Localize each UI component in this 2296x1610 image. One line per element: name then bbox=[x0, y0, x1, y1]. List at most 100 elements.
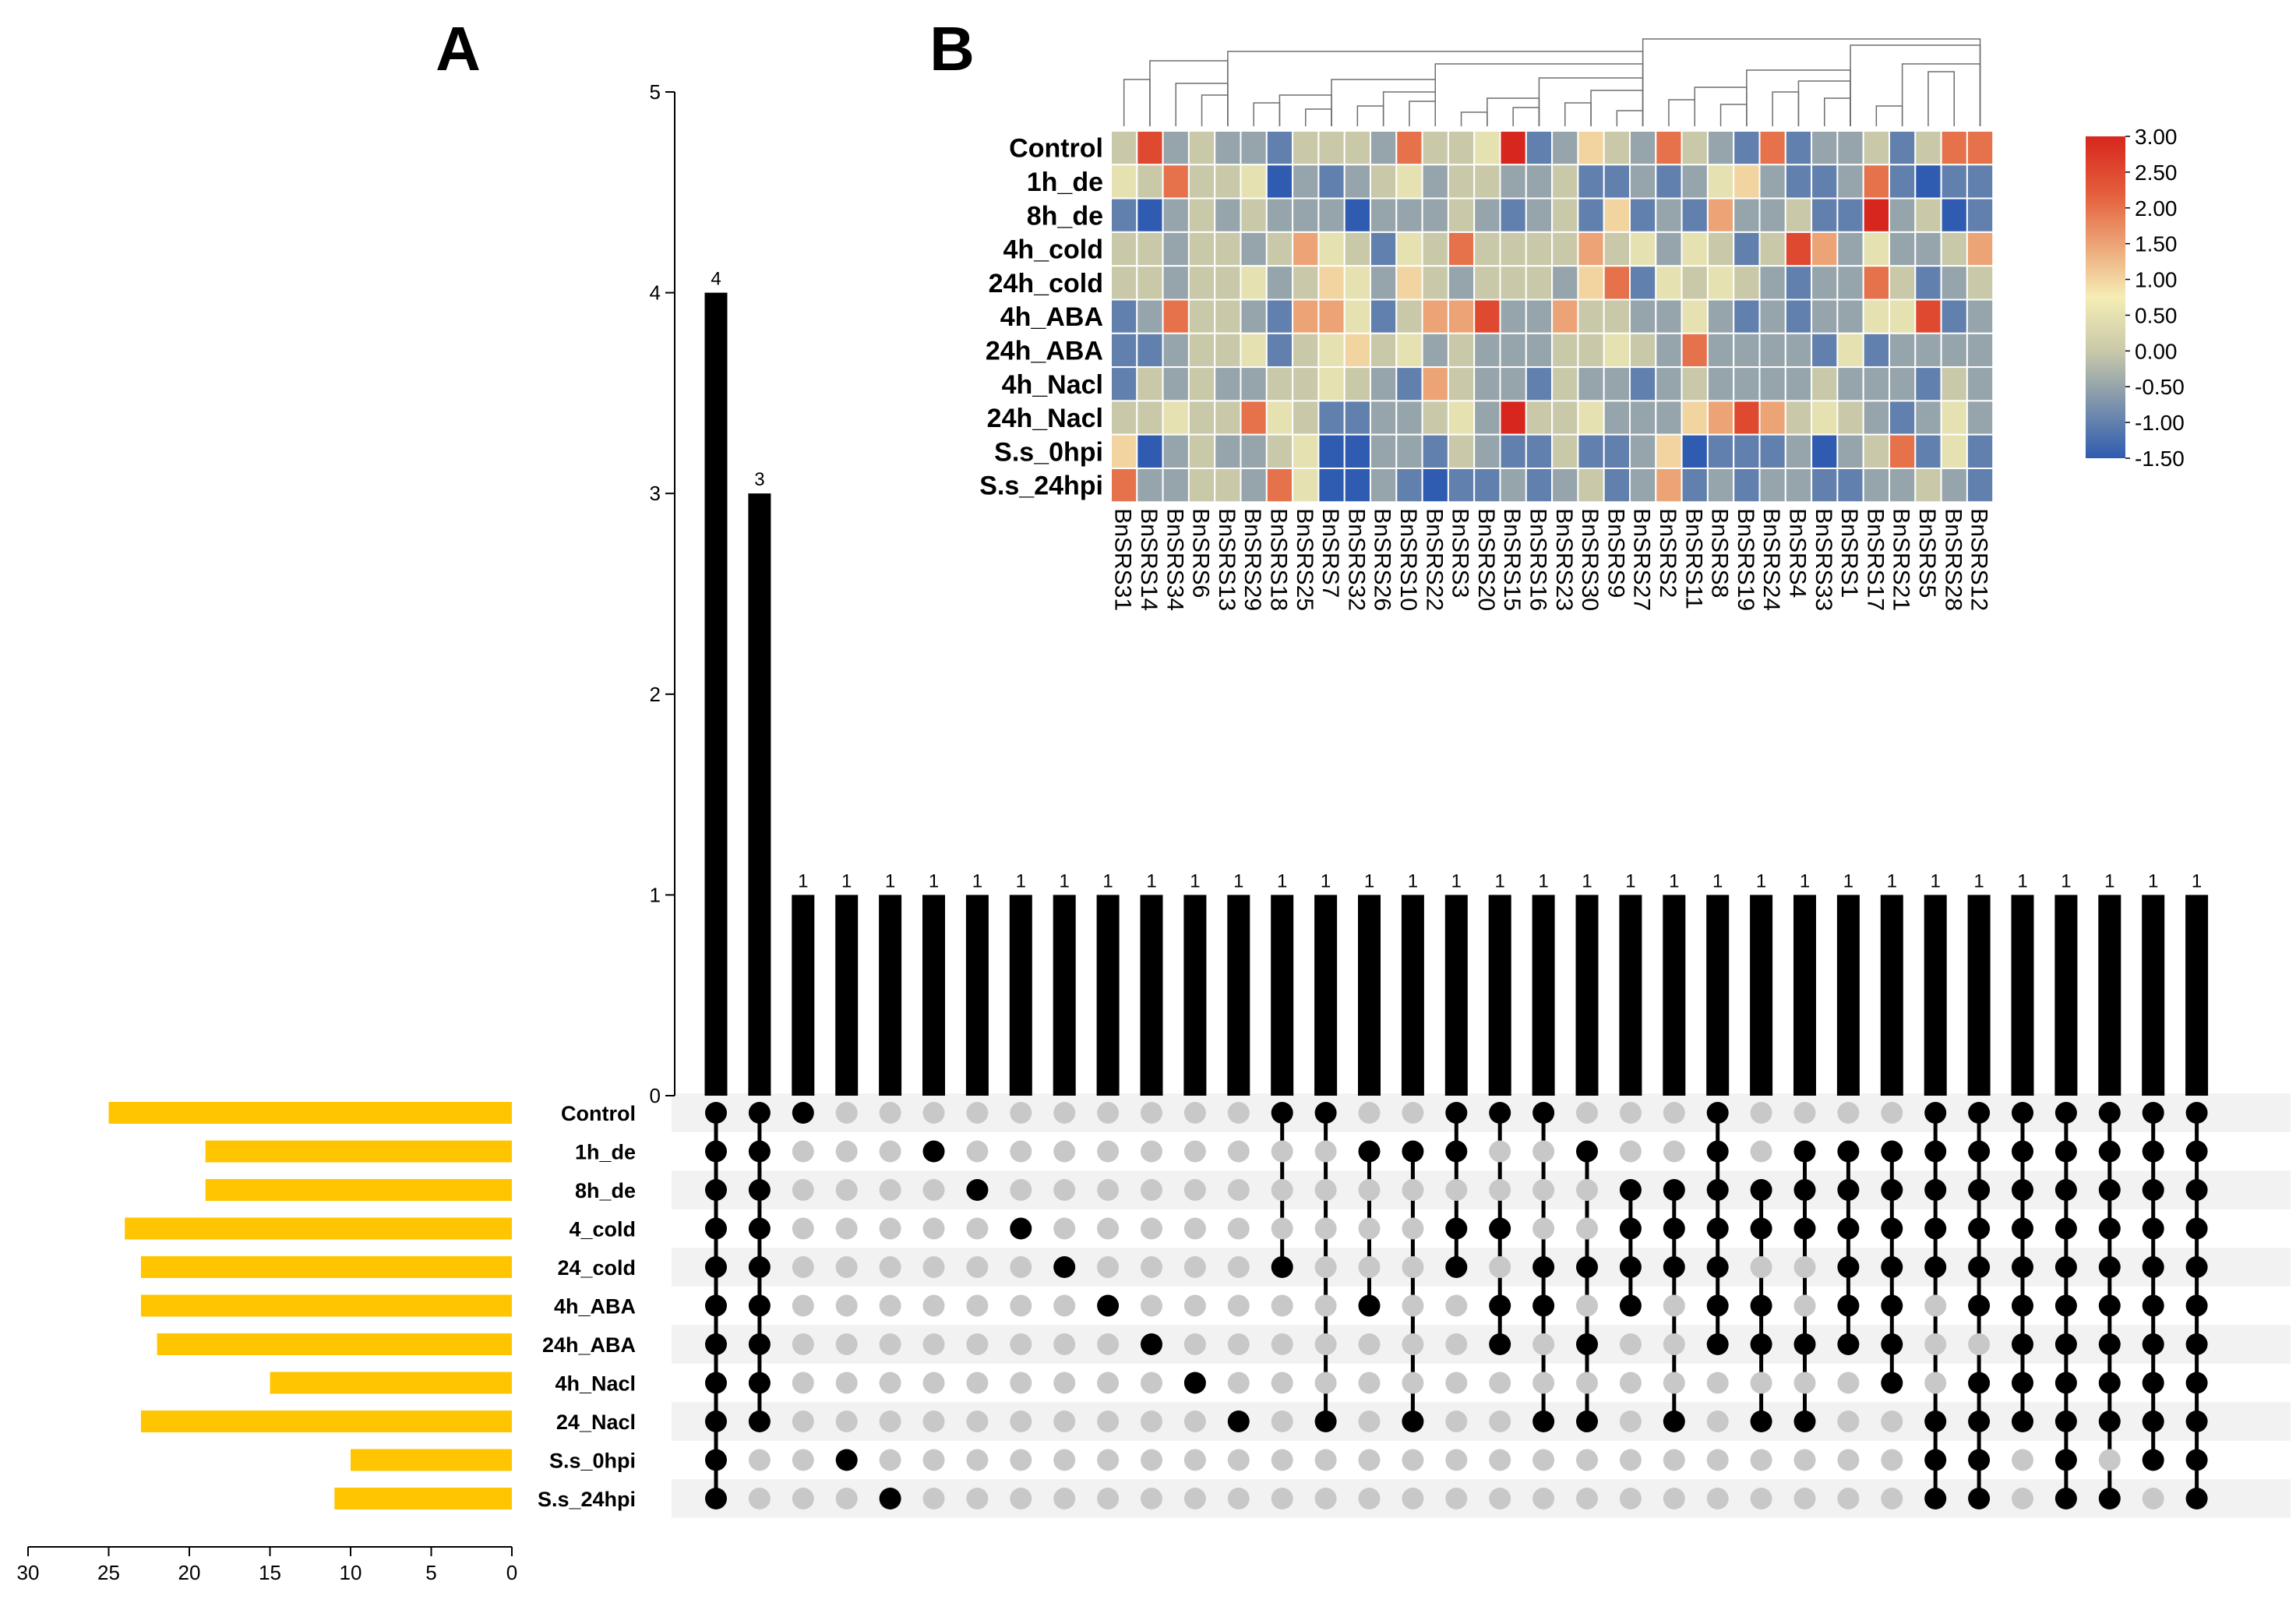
matrix-dot-empty bbox=[835, 1102, 858, 1124]
heatmap-cell bbox=[1784, 332, 1813, 369]
matrix-dot-filled bbox=[705, 1488, 727, 1509]
matrix-dot-filled bbox=[2142, 1179, 2164, 1201]
heatmap-cell bbox=[1914, 231, 1942, 267]
heatmap-cell bbox=[1473, 298, 1501, 334]
matrix-dot-filled bbox=[2098, 1294, 2121, 1317]
heatmap-cell bbox=[1473, 197, 1501, 233]
heatmap-cell bbox=[1421, 130, 1449, 166]
heatmap-cell bbox=[1577, 197, 1605, 233]
matrix-dot-empty bbox=[1706, 1372, 1729, 1394]
heatmap-cell bbox=[1136, 130, 1164, 166]
matrix-dot-filled bbox=[2012, 1217, 2033, 1240]
matrix-dot-filled bbox=[1881, 1179, 1903, 1201]
matrix-dot-empty bbox=[1271, 1294, 1293, 1317]
matrix-dot-empty bbox=[1924, 1372, 1947, 1394]
heatmap-cell bbox=[1551, 265, 1579, 301]
matrix-dot-filled bbox=[922, 1140, 945, 1163]
heatmap-column-label: BnSRS19 bbox=[1733, 508, 1758, 611]
heatmap-cell bbox=[1525, 265, 1554, 301]
heatmap-cell bbox=[1240, 197, 1268, 233]
heatmap-row-label: 8h_de bbox=[1027, 201, 1103, 231]
heatmap-cell bbox=[1966, 400, 1994, 436]
heatmap-cell bbox=[1966, 231, 1994, 267]
matrix-dot-empty bbox=[835, 1333, 858, 1355]
heatmap-cell bbox=[1317, 197, 1346, 233]
matrix-dot-filled bbox=[748, 1333, 771, 1355]
heatmap-cell bbox=[1265, 332, 1294, 369]
heatmap-cell bbox=[1966, 164, 1994, 199]
heatmap-cell bbox=[1629, 197, 1657, 233]
matrix-dot-empty bbox=[1489, 1256, 1511, 1278]
matrix-dot-empty bbox=[1227, 1179, 1250, 1201]
heatmap-column-label: BnSRS12 bbox=[1966, 508, 1992, 611]
matrix-dot-filled bbox=[1793, 1217, 1816, 1240]
matrix-dot-empty bbox=[879, 1140, 901, 1163]
matrix-dot-filled bbox=[1271, 1256, 1293, 1278]
matrix-dot-filled bbox=[1924, 1102, 1947, 1124]
dendrogram-branch bbox=[1512, 107, 1540, 126]
heatmap-column-label: BnSRS30 bbox=[1577, 508, 1603, 611]
heatmap-cell bbox=[1499, 468, 1527, 503]
bar-value-label: 1 bbox=[1887, 870, 1897, 892]
matrix-dot-filled bbox=[705, 1411, 727, 1432]
colorbar-tick-label: 2.50 bbox=[2135, 161, 2178, 185]
matrix-dot-filled bbox=[1881, 1294, 1903, 1317]
matrix-dot-empty bbox=[966, 1217, 989, 1240]
matrix-dot-filled bbox=[1053, 1256, 1076, 1278]
heatmap-cell bbox=[1421, 366, 1449, 402]
heatmap-cell bbox=[1889, 130, 1917, 166]
heatmap-cell bbox=[1629, 433, 1657, 470]
intersection-bar bbox=[2098, 895, 2121, 1096]
matrix-dot-empty bbox=[1924, 1294, 1947, 1317]
heatmap-cell bbox=[1317, 366, 1346, 402]
heatmap-cell bbox=[1447, 265, 1476, 301]
heatmap-cell bbox=[1784, 366, 1813, 402]
matrix-dot-filled bbox=[2012, 1140, 2033, 1163]
heatmap-cell bbox=[1110, 130, 1138, 166]
matrix-dot-empty bbox=[1010, 1449, 1032, 1471]
heatmap-cell bbox=[1629, 265, 1657, 301]
heatmap-cell bbox=[1629, 298, 1657, 334]
heatmap-cell bbox=[1836, 433, 1864, 470]
heatmap-column-label: BnSRS11 bbox=[1681, 508, 1706, 609]
intersection-bar bbox=[1706, 895, 1730, 1096]
heatmap-cell bbox=[1136, 332, 1164, 369]
heatmap-cell bbox=[1551, 298, 1579, 334]
matrix-stripe bbox=[672, 1093, 2291, 1132]
intersection-bar bbox=[2185, 895, 2209, 1096]
heatmap-cell bbox=[1317, 130, 1346, 166]
matrix-dot-empty bbox=[1271, 1140, 1293, 1163]
matrix-dot-empty bbox=[1402, 1179, 1424, 1201]
heatmap-cell bbox=[1836, 265, 1864, 301]
matrix-dot-empty bbox=[1489, 1140, 1511, 1163]
matrix-dot-filled bbox=[1924, 1140, 1947, 1163]
heatmap-cell bbox=[1447, 164, 1476, 199]
matrix-dot-filled bbox=[1532, 1294, 1555, 1317]
dendrogram-branch bbox=[1616, 110, 1644, 126]
bar-value-label: 1 bbox=[2017, 870, 2027, 892]
matrix-dot-filled bbox=[1271, 1102, 1293, 1124]
heatmap-cell bbox=[1162, 366, 1190, 402]
matrix-dot-filled bbox=[2098, 1179, 2121, 1201]
set-size-bar bbox=[334, 1488, 512, 1509]
matrix-dot-empty bbox=[1663, 1488, 1685, 1509]
bar-value-label: 1 bbox=[972, 870, 982, 892]
set-label: 4h_Nacl bbox=[555, 1372, 636, 1396]
heatmap-cell bbox=[1187, 468, 1216, 503]
heatmap-row-label: 24h_cold bbox=[989, 269, 1103, 298]
heatmap-cell bbox=[1889, 400, 1917, 436]
heatmap-cell bbox=[1655, 400, 1683, 436]
heatmap-cell bbox=[1187, 197, 1216, 233]
heatmap-cell bbox=[1551, 332, 1579, 369]
heatmap-cell bbox=[1914, 433, 1942, 470]
intersection-y-axis: 0 1 2 3 4 5 bbox=[650, 80, 675, 1107]
heatmap-cell bbox=[1603, 197, 1631, 233]
matrix-dot-empty bbox=[1141, 1449, 1162, 1471]
matrix-dot-empty bbox=[1010, 1256, 1032, 1278]
matrix-dot-filled bbox=[748, 1256, 771, 1278]
heatmap-cell bbox=[1499, 298, 1527, 334]
matrix-dot-filled bbox=[2054, 1411, 2077, 1432]
matrix-dot-filled bbox=[1924, 1449, 1947, 1471]
matrix-dot-empty bbox=[1314, 1333, 1337, 1355]
heatmap-cell bbox=[1110, 197, 1138, 233]
